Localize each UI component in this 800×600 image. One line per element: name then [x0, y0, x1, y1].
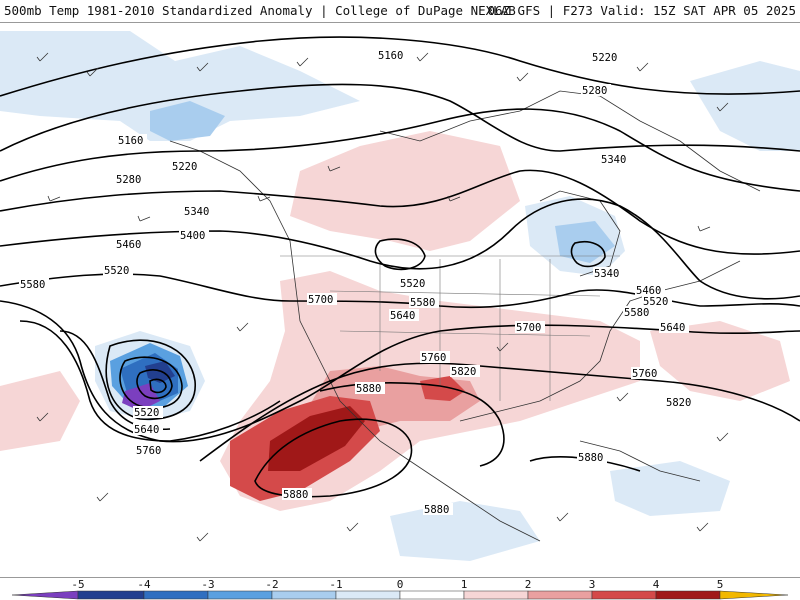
- colorbar-tick: 1: [460, 578, 468, 591]
- colorbar-tick: 4: [652, 578, 660, 591]
- colorbar-graphic: [11, 590, 789, 600]
- contour-label: 5280: [116, 174, 141, 186]
- colorbar-tick: -3: [201, 578, 215, 591]
- colorbar-arrow-left: [11, 590, 79, 600]
- contour-label: 5340: [601, 154, 626, 166]
- colorbar-tick: -4: [137, 578, 151, 591]
- contour-label: 5640: [660, 322, 685, 334]
- colorbar-tick: 3: [588, 578, 596, 591]
- colorbar-arrow-right: [719, 590, 789, 600]
- colorbar-tick: -5: [71, 578, 85, 591]
- map-title: 500mb Temp 1981-2010 Standardized Anomal…: [4, 3, 516, 18]
- contour-label: 5520: [643, 296, 668, 308]
- contour-label: 5880: [424, 504, 449, 516]
- contour-label: 5700: [516, 322, 541, 334]
- contour-label: 5220: [172, 161, 197, 173]
- colorbar-tick: -2: [265, 578, 279, 591]
- colorbar-tick: -1: [329, 578, 343, 591]
- contour-label: 5460: [116, 239, 141, 251]
- contour-label-group: 5160 5160 5220 5220 5280 5280 5340 5340 …: [19, 49, 695, 516]
- contour-label: 5700: [308, 294, 333, 306]
- contour-label: 5580: [410, 297, 435, 309]
- contour-label: 5880: [356, 383, 381, 395]
- contour-label: 5880: [578, 452, 603, 464]
- contour-label: 5580: [624, 307, 649, 319]
- contour-label: 5640: [390, 310, 415, 322]
- contour-label: 5580: [20, 279, 45, 291]
- colorbar-tick: 0: [396, 578, 404, 591]
- wind-barbs: [36, 52, 729, 542]
- model-run-info: 06Z GFS | F273 Valid: 15Z SAT APR 05 202…: [487, 3, 796, 18]
- colorbar-segment: [77, 590, 145, 600]
- state-borders: [280, 255, 620, 401]
- contour-label: 5520: [104, 265, 129, 277]
- colorbar-segment: [335, 590, 401, 600]
- contour-label: 5280: [582, 85, 607, 97]
- colorbar-segment: [271, 590, 337, 600]
- colorbar-segment: [655, 590, 721, 600]
- colorbar-tick: 5: [716, 578, 724, 591]
- contour-label: 5760: [421, 352, 446, 364]
- contour-label: 5340: [594, 268, 619, 280]
- contour-label: 5880: [283, 489, 308, 501]
- colorbar-segment: [591, 590, 657, 600]
- colorbar-tick: 2: [524, 578, 532, 591]
- contour-label: 5520: [134, 407, 159, 419]
- map-canvas: 5160 5160 5220 5220 5280 5280 5340 5340 …: [0, 23, 800, 577]
- weather-map[interactable]: 5160 5160 5220 5220 5280 5280 5340 5340 …: [0, 22, 800, 578]
- colorbar-segment: [207, 590, 273, 600]
- map-header: 500mb Temp 1981-2010 Standardized Anomal…: [0, 0, 800, 22]
- colorbar-segment: [143, 590, 209, 600]
- contour-label: 5220: [592, 52, 617, 64]
- contour-label: 5820: [666, 397, 691, 409]
- colorbar-segment: [527, 590, 593, 600]
- contour-label: 5640: [134, 424, 159, 436]
- contour-label: 5760: [632, 368, 657, 380]
- contour-label: 5160: [118, 135, 143, 147]
- colorbar-segment: [399, 590, 465, 600]
- contour-label: 5400: [180, 230, 205, 242]
- contour-label: 5460: [636, 285, 661, 297]
- contour-label: 5160: [378, 50, 403, 62]
- contour-label: 5760: [136, 445, 161, 457]
- anomaly-colorbar: -5 -4 -3 -2 -1 0 1 2 3 4 5: [0, 578, 800, 600]
- contour-label: 5340: [184, 206, 209, 218]
- colorbar-segment: [463, 590, 529, 600]
- contour-label: 5520: [400, 278, 425, 290]
- contour-label: 5820: [451, 366, 476, 378]
